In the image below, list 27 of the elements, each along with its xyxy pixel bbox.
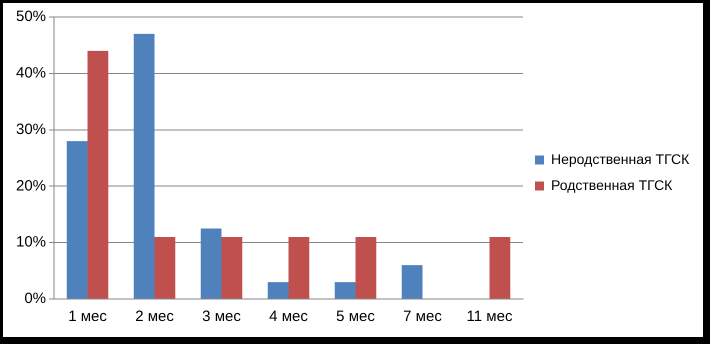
x-tick-label: 5 мес bbox=[336, 308, 376, 326]
bar bbox=[268, 282, 289, 298]
legend-label: Неродственная ТГСК bbox=[551, 150, 690, 167]
x-tick-label: 11 мес bbox=[466, 308, 513, 326]
y-tick-label: 50% bbox=[16, 8, 46, 26]
y-tick-label: 20% bbox=[16, 177, 46, 194]
bar bbox=[222, 236, 242, 298]
x-tick-label: 4 мес bbox=[269, 308, 308, 326]
bar bbox=[402, 265, 423, 298]
bar bbox=[490, 236, 510, 298]
y-tick-label: 0% bbox=[24, 290, 46, 308]
bar bbox=[66, 141, 88, 298]
bar bbox=[154, 236, 176, 298]
bar bbox=[88, 50, 108, 298]
y-tick-label: 10% bbox=[16, 234, 46, 251]
y-tick-label: 40% bbox=[16, 64, 46, 82]
x-tick-label: 1 мес bbox=[68, 308, 108, 326]
bar bbox=[134, 34, 155, 298]
bar bbox=[334, 282, 356, 298]
x-tick-label: 3 мес bbox=[202, 308, 242, 326]
x-tick-label: 2 мес bbox=[135, 308, 174, 326]
x-tick-label: 7 мес bbox=[403, 308, 442, 326]
bar bbox=[200, 228, 222, 298]
bar bbox=[288, 236, 310, 298]
legend-label: Родственная ТГСК bbox=[551, 176, 674, 193]
bar bbox=[356, 236, 376, 298]
y-tick-label: 30% bbox=[16, 120, 46, 138]
